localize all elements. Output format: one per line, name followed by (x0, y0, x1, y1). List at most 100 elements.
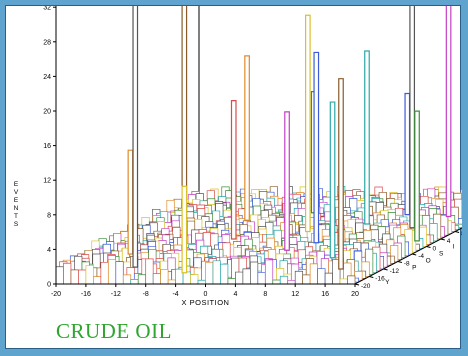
floor-cell (55, 266, 64, 285)
y-tick (412, 253, 417, 256)
z-tick-label: 28 (43, 39, 51, 46)
x-tick-label: 16 (321, 291, 329, 298)
floor-cell (70, 269, 79, 285)
x-tick-label: -20 (51, 291, 61, 298)
data-bar (364, 50, 370, 225)
y-tick (440, 238, 445, 241)
floor-cell (205, 261, 214, 285)
floor-cell (294, 270, 304, 285)
y-tick-label: -16 (375, 276, 385, 283)
floor-cell (324, 272, 333, 285)
x-axis-label: X POSITION (182, 298, 230, 307)
data-bar (329, 101, 336, 259)
x-tick-label: 20 (351, 291, 359, 298)
y-tick-label: -4 (418, 253, 424, 260)
y-tick-label: 0 (433, 246, 437, 253)
x-tick-label: -16 (81, 291, 91, 298)
axes: -20 -16 -12 -8 -4 0 4 8 12 16 20 X POSITION -20 -16 -1… (14, 6, 462, 307)
floor-cell (190, 274, 199, 285)
z-tick-label: 20 (43, 109, 51, 116)
floor-cell (137, 274, 147, 285)
floor-cell (167, 279, 176, 285)
z-tick-label: 8 (47, 212, 51, 219)
x-tick-label: 0 (204, 291, 208, 298)
floor-cell (309, 263, 318, 285)
data-bar (181, 185, 188, 274)
y-tick (369, 276, 374, 278)
x-tick-label: 8 (263, 291, 267, 298)
z-tick-label: 16 (43, 143, 51, 150)
z-axis-label-char: S (14, 221, 19, 228)
floor-cell (317, 268, 326, 285)
x-tick-label: 12 (291, 291, 299, 298)
floor-cell (100, 261, 109, 285)
floor-cell (257, 272, 266, 285)
y-axis-label-char: I (453, 243, 455, 250)
chart-caption: CRUDE OIL (56, 319, 172, 343)
floor-cell (279, 275, 289, 285)
floor-cell (115, 261, 124, 285)
x-tick-label: -4 (172, 291, 178, 298)
floor-cell (242, 268, 251, 285)
floor-cell (160, 269, 169, 285)
data-bar (404, 92, 411, 216)
y-axis-label-char: P (412, 265, 416, 272)
floor-cell (63, 262, 72, 285)
data-bar (132, 6, 139, 268)
floor-cell (302, 274, 311, 285)
floor-cell (287, 279, 296, 285)
y-tick-label: -8 (404, 261, 410, 268)
y-axis-label-char: O (426, 258, 431, 265)
x-tick-label: -12 (111, 291, 121, 298)
floor-cell (85, 265, 94, 285)
chart-panel: -20 -16 -12 -8 -4 0 4 8 12 16 20 X POSITION -20 -16 -1… (5, 5, 462, 349)
y-tick (397, 261, 403, 263)
y-axis-label-char: S (439, 250, 444, 257)
x-tick-label: -8 (143, 291, 149, 298)
y-tick (383, 268, 388, 271)
z-axis-label-char: E (14, 181, 19, 188)
floor-cell (212, 260, 221, 285)
floor-cell (339, 278, 348, 285)
y-axis-label-char: Y (385, 279, 390, 286)
y-tick-label: -20 (361, 283, 371, 290)
floor-cell (197, 279, 206, 285)
x-tick-label: 4 (233, 291, 237, 298)
bars (127, 6, 452, 274)
z-tick-label: 0 (47, 282, 51, 289)
floor-cell (347, 275, 356, 285)
floor-cell (122, 274, 132, 285)
data-bar (284, 111, 290, 251)
z-axis-label-char: V (14, 189, 19, 196)
data-bar (409, 6, 416, 229)
data-bar (305, 14, 311, 233)
z-axis-label-char: N (14, 205, 19, 212)
data-bar (414, 110, 420, 242)
data-bar (338, 78, 344, 270)
y-tick-label: 8 (461, 231, 462, 238)
floor-cell (107, 259, 117, 285)
data-bar (313, 51, 320, 244)
floor-cell (145, 258, 154, 285)
z-tick-label: 12 (43, 178, 51, 185)
data-bar (230, 99, 237, 240)
floor-cell (93, 276, 102, 285)
floor-cell (152, 273, 161, 285)
z-tick-label: 4 (47, 247, 51, 254)
floor-cell (250, 261, 259, 285)
data-bar (244, 55, 250, 221)
floor-cell (78, 269, 87, 285)
floor (55, 185, 462, 285)
floor-cell (130, 279, 139, 285)
z-axis-label-char: T (14, 213, 18, 220)
floor-cell (227, 278, 236, 285)
z-tick-label: 24 (43, 74, 51, 81)
y-tick (426, 246, 431, 248)
floor-cell (235, 271, 244, 285)
histogram-3d: -20 -16 -12 -8 -4 0 4 8 12 16 20 X POSITION -20 -16 -1… (14, 6, 462, 307)
z-axis-label-char: E (14, 197, 19, 204)
y-tick-label: 4 (447, 238, 451, 245)
floor-cell (220, 263, 229, 285)
z-tick-label: 32 (43, 6, 51, 12)
